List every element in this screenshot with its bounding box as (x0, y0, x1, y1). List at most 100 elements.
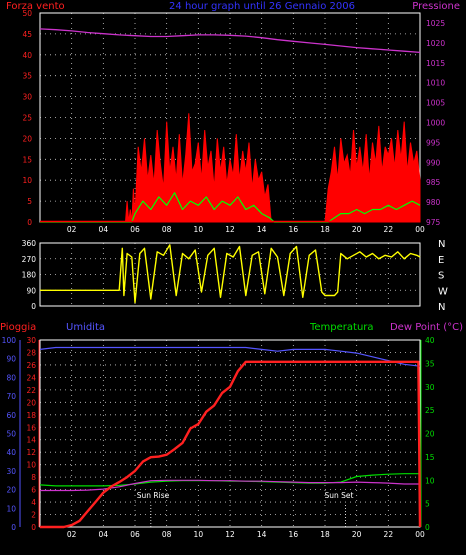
rain-y-tick-label: 30 (26, 336, 36, 345)
dewpoint-series (40, 479, 420, 492)
wind-y-tick-label: 40 (22, 51, 32, 60)
climate-x-tick-label: 12 (225, 530, 235, 539)
climate-x-tick-label: 22 (384, 530, 394, 539)
humidity-axis-title: Umidita (66, 322, 105, 333)
climate-x-tick-label: 04 (99, 530, 109, 539)
climate-x-tick-label: 02 (67, 530, 77, 539)
pressure-y-tick-label: 1005 (426, 99, 445, 108)
humidity-y-tick-label: 10 (6, 504, 16, 513)
pressure-y-tick-label: 1000 (426, 118, 445, 127)
climate-x-tick-label: 16 (289, 530, 299, 539)
wind-x-tick-label: 04 (99, 225, 109, 234)
climate-x-tick-label: 08 (162, 530, 172, 539)
sunrise-label: Sun Rise (137, 491, 170, 500)
rain-y-tick-label: 20 (26, 398, 36, 407)
wind-x-tick-label: 20 (352, 225, 362, 234)
rain-y-tick-label: 0 (31, 523, 36, 532)
humidity-series (39, 346, 421, 367)
wind-y-tick-label: 45 (22, 30, 32, 39)
direction-compass-label: W (438, 286, 448, 297)
rain-y-tick-label: 16 (26, 423, 36, 432)
humidity-y-tick-label: 90 (6, 355, 16, 364)
rain-series (40, 360, 422, 529)
humidity-y-tick-label: 20 (6, 486, 16, 495)
rain-y-tick-label: 10 (26, 461, 36, 470)
rain-y-tick-label: 28 (26, 348, 36, 357)
pressure-y-tick-label: 985 (426, 178, 441, 187)
chart-title: 24 hour graph until 26 Gennaio 2006 (169, 1, 355, 12)
rain-y-tick-label: 12 (26, 448, 36, 457)
direction-chart: 0 N 90 W 180 S 270 E 360 N (22, 239, 448, 313)
pressure-y-tick-label: 1020 (426, 39, 445, 48)
wind-y-tick-label: 10 (22, 176, 32, 185)
wind-y-tick-label: 5 (27, 197, 32, 206)
humidity-y-tick-label: 0 (11, 523, 16, 532)
direction-series (40, 244, 421, 304)
pressure-y-tick-label: 995 (426, 138, 441, 147)
wind-x-tick-label: 22 (384, 225, 394, 234)
dewpoint-axis-title: Dew Point (°C) (390, 322, 463, 333)
rain-y-tick-label: 2 (31, 511, 36, 520)
temperature-y-tick-label: 25 (425, 406, 435, 415)
humidity-y-tick-label: 100 (2, 336, 17, 345)
humidity-y-tick-label: 30 (6, 467, 16, 476)
pressure-y-tick-label: 1025 (426, 19, 445, 28)
wind-x-tick-label: 00 (415, 225, 425, 234)
wind-chart: 0510152025303540455097598098599099510001… (22, 9, 445, 234)
humidity-y-tick-label: 40 (6, 448, 16, 457)
wind-y-tick-label: 30 (22, 93, 32, 102)
rain-y-tick-label: 8 (31, 473, 36, 482)
direction-compass-label: S (438, 271, 444, 282)
climate-x-tick-label: 14 (257, 530, 267, 539)
pressure-y-tick-label: 990 (426, 158, 441, 167)
humidity-y-tick-label: 60 (6, 411, 16, 420)
pressure-y-tick-label: 1015 (426, 59, 445, 68)
wind-x-tick-label: 08 (162, 225, 172, 234)
wind-y-tick-label: 15 (22, 155, 32, 164)
pressure-y-tick-label: 975 (426, 218, 441, 227)
climate-x-tick-label: 00 (415, 530, 425, 539)
rain-y-tick-label: 6 (31, 486, 36, 495)
rain-y-tick-label: 26 (26, 361, 36, 370)
temperature-y-tick-label: 10 (425, 476, 435, 485)
rain-y-tick-label: 22 (26, 386, 36, 395)
direction-compass-label: N (438, 239, 445, 250)
temperature-y-tick-label: 40 (425, 336, 435, 345)
wind-x-tick-label: 06 (130, 225, 140, 234)
wind-y-tick-label: 50 (22, 9, 32, 18)
climate-x-tick-label: 10 (194, 530, 204, 539)
wind-x-tick-label: 02 (67, 225, 77, 234)
wind-x-tick-label: 16 (289, 225, 299, 234)
direction-compass-label: E (438, 255, 444, 266)
climate-x-tick-label: 18 (320, 530, 330, 539)
direction-y-tick-label: 270 (22, 255, 37, 264)
temperature-y-tick-label: 15 (425, 453, 435, 462)
wind-x-tick-label: 12 (225, 225, 235, 234)
rain-humidity-temp-chart: 0102030405060708090100024681012141618202… (2, 336, 435, 539)
temperature-y-tick-label: 20 (425, 430, 435, 439)
humidity-y-tick-label: 50 (6, 430, 16, 439)
humidity-y-tick-label: 70 (6, 392, 16, 401)
direction-y-tick-label: 0 (31, 302, 36, 311)
temperature-axis-title: Temperatura (309, 322, 374, 333)
sunset-label: Sun Set (325, 491, 354, 500)
pressure-y-tick-label: 980 (426, 198, 441, 207)
wind-x-tick-label: 18 (320, 225, 330, 234)
wind-gust-series (40, 113, 421, 223)
pressure-series (39, 28, 421, 54)
rain-y-tick-label: 24 (26, 373, 36, 382)
climate-x-tick-label: 06 (130, 530, 140, 539)
rain-y-tick-label: 4 (31, 498, 36, 507)
temperature-y-tick-label: 5 (425, 500, 430, 509)
temperature-y-tick-label: 0 (425, 523, 430, 532)
direction-y-tick-label: 90 (26, 286, 36, 295)
wind-y-tick-label: 0 (27, 218, 32, 227)
rain-axis-title: Pioggia (0, 322, 36, 333)
pressure-y-tick-label: 1010 (426, 79, 445, 88)
climate-x-tick-label: 20 (352, 530, 362, 539)
rain-y-tick-label: 18 (26, 411, 36, 420)
wind-x-tick-label: 14 (257, 225, 267, 234)
wind-y-tick-label: 35 (22, 72, 32, 81)
rain-y-tick-label: 14 (26, 436, 36, 445)
